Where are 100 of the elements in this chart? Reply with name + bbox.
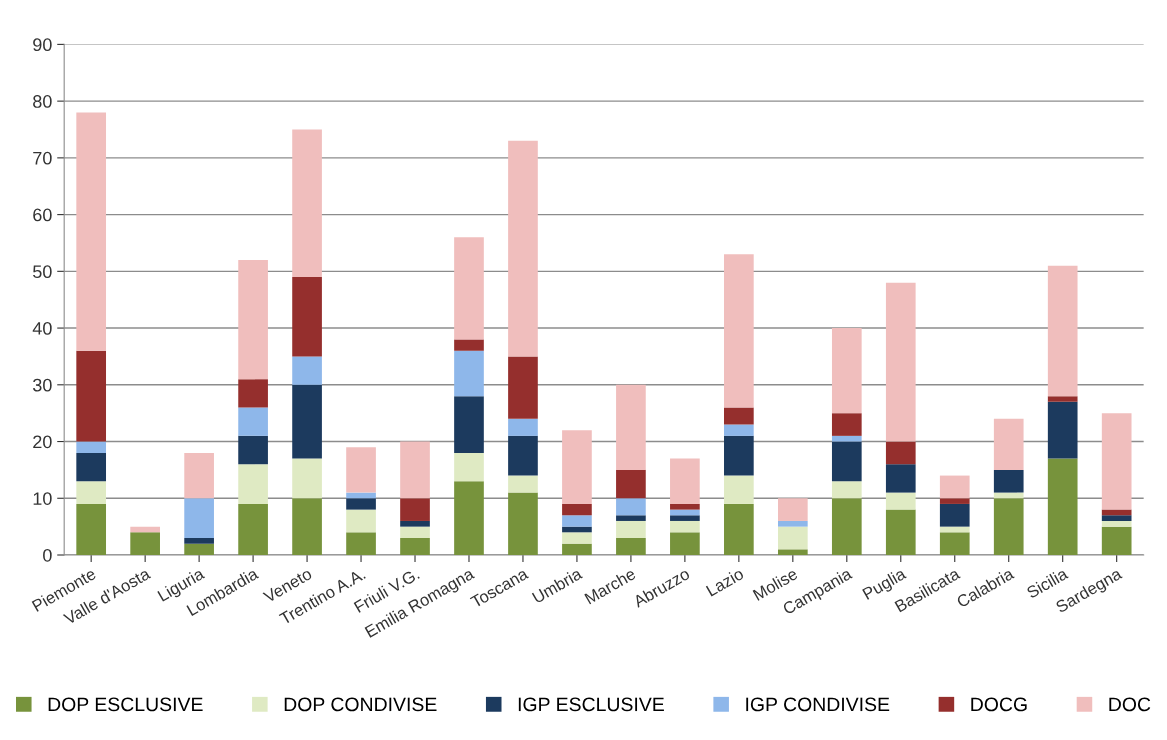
y-tick-label: 80 <box>33 95 52 108</box>
bar <box>670 520 700 533</box>
bar <box>724 407 754 425</box>
bar <box>76 481 107 504</box>
bar <box>993 498 1024 555</box>
bar <box>831 481 862 499</box>
bar <box>346 447 376 493</box>
bar <box>831 328 862 414</box>
bar <box>724 435 754 476</box>
legend-label: DOC <box>1109 697 1151 712</box>
bar <box>1101 520 1132 527</box>
bar <box>724 475 754 504</box>
bar <box>454 237 484 340</box>
y-tick-label: 50 <box>33 265 52 279</box>
bar <box>993 469 1024 493</box>
bar <box>184 452 214 499</box>
bar <box>238 503 268 555</box>
bar <box>885 509 916 555</box>
bar <box>454 481 484 555</box>
y-tick-label: 0 <box>43 548 52 562</box>
bar <box>454 452 484 482</box>
bar <box>76 503 107 555</box>
y-tick-label: 60 <box>33 208 52 222</box>
bar <box>292 356 322 385</box>
legend-label: IGP ESCLUSIVE <box>518 697 664 712</box>
bar <box>292 129 322 278</box>
bar <box>562 532 592 544</box>
bar <box>616 498 646 516</box>
y-tick-label: 20 <box>33 435 52 449</box>
bar <box>885 492 916 510</box>
bar <box>939 498 970 504</box>
bar <box>616 537 646 555</box>
bar <box>670 532 700 555</box>
bar <box>670 515 700 521</box>
bar <box>777 520 808 527</box>
bar <box>670 503 700 510</box>
bar <box>508 492 538 555</box>
bar <box>777 498 808 521</box>
y-tick-label: 90 <box>33 38 52 52</box>
bar <box>1047 265 1078 397</box>
bar <box>76 441 107 453</box>
bar <box>724 503 754 555</box>
bar <box>184 537 214 544</box>
bar <box>885 464 916 493</box>
legend-label: DOCG <box>971 697 1027 712</box>
y-tick-label: 30 <box>32 378 52 392</box>
bar <box>777 526 808 550</box>
bar <box>562 543 592 555</box>
bar <box>616 520 646 538</box>
y-tick-label: 10 <box>33 492 52 505</box>
bar <box>400 537 430 555</box>
x-tick-label: Lazio <box>705 567 745 597</box>
bar <box>1101 515 1132 521</box>
bar <box>562 503 592 516</box>
bar <box>454 350 484 397</box>
bar <box>831 441 862 482</box>
bar <box>993 418 1024 470</box>
bar <box>238 435 268 465</box>
bar <box>1047 458 1078 555</box>
bar <box>616 469 646 499</box>
legend-label: IGP CONDIVISE <box>746 697 890 712</box>
bar <box>831 413 862 436</box>
bar <box>454 396 484 453</box>
bar <box>130 532 160 555</box>
bar <box>184 543 214 555</box>
bar <box>346 498 376 510</box>
bar <box>76 452 107 482</box>
bar <box>724 254 754 408</box>
bar <box>939 503 970 527</box>
bar <box>831 435 862 442</box>
bar <box>939 475 970 499</box>
bar <box>562 430 592 504</box>
bar <box>292 458 322 499</box>
bar <box>238 407 268 436</box>
bar <box>508 418 538 436</box>
bar <box>508 140 538 357</box>
bar <box>508 356 538 419</box>
bar <box>292 277 322 357</box>
bar <box>238 259 268 380</box>
bar <box>346 532 376 555</box>
bar <box>885 282 916 442</box>
bar <box>454 339 484 351</box>
bar <box>400 526 430 538</box>
legend-label: DOP ESCLUSIVE <box>48 697 203 712</box>
bar <box>76 350 107 442</box>
bar <box>724 424 754 436</box>
bar <box>670 458 700 504</box>
legend-label: DOP CONDIVISE <box>284 697 437 712</box>
bar <box>508 435 538 476</box>
bar <box>616 515 646 521</box>
bar <box>346 509 376 533</box>
bar <box>238 464 268 504</box>
bar <box>400 520 430 527</box>
bar <box>831 498 862 555</box>
bar <box>1101 413 1132 510</box>
bar <box>76 112 107 351</box>
bar <box>508 475 538 493</box>
bar <box>1047 401 1078 459</box>
bar <box>1047 396 1078 402</box>
bar <box>885 441 916 465</box>
